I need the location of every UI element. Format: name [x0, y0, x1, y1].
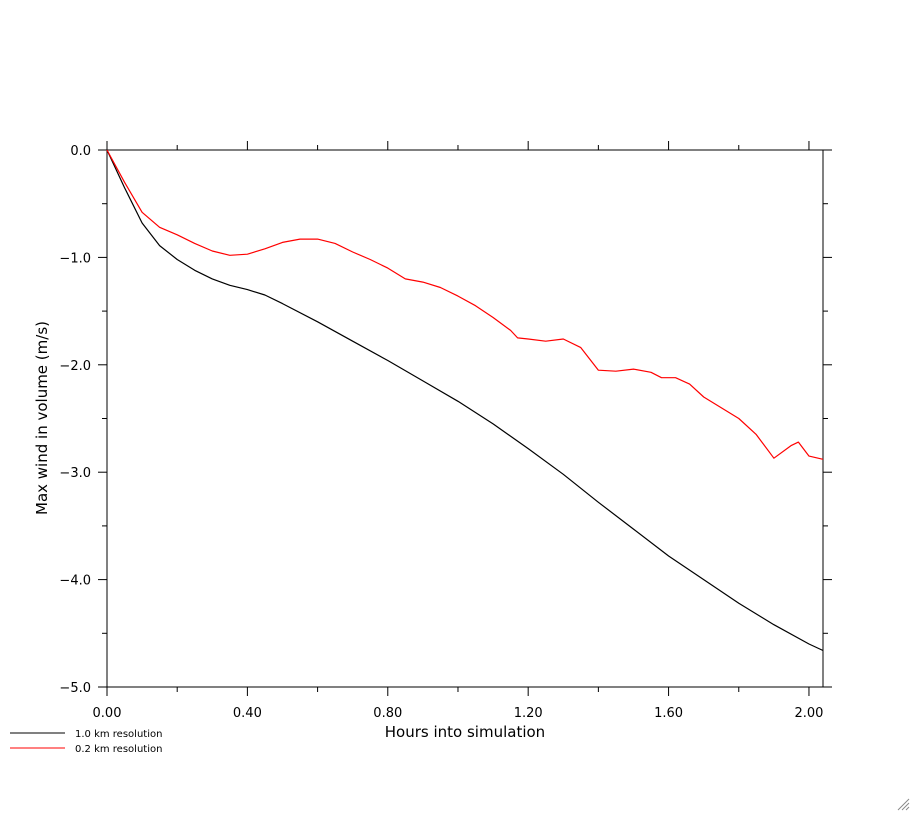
axis-ticks: [98, 141, 832, 696]
x-tick-label: 0.00: [93, 706, 122, 721]
x-tick-label: 2.00: [794, 706, 823, 721]
y-tick-label: −2.0: [59, 359, 91, 374]
legend-label-1km: 1.0 km resolution: [75, 729, 162, 740]
series-line-0-2km: [106, 149, 824, 460]
y-tick-label: −4.0: [59, 574, 91, 589]
legend: 1.0 km resolution 0.2 km resolution: [10, 729, 162, 755]
series-line-1km: [106, 149, 824, 652]
series-lines: [106, 149, 824, 652]
resize-grip-icon[interactable]: [896, 797, 910, 811]
x-tick-label: 1.20: [514, 706, 543, 721]
plot-frame: [106, 149, 824, 688]
x-axis-title: Hours into simulation: [385, 723, 545, 741]
y-tick-labels: 0.0 −1.0 −2.0 −3.0 −4.0 −5.0: [59, 144, 91, 696]
y-tick-label: −5.0: [59, 681, 91, 696]
x-tick-label: 0.40: [233, 706, 262, 721]
x-tick-labels: 0.00 0.40 0.80 1.20 1.60 2.00: [93, 706, 824, 721]
plot-border: [106, 149, 824, 688]
y-tick-label: 0.0: [70, 144, 91, 159]
x-tick-label: 0.80: [373, 706, 402, 721]
y-tick-label: −1.0: [59, 251, 91, 266]
y-tick-label: −3.0: [59, 466, 91, 481]
x-tick-label: 1.60: [654, 706, 683, 721]
y-axis-title: Max wind in volume (m/s): [33, 321, 51, 515]
legend-label-0-2km: 0.2 km resolution: [75, 744, 162, 755]
